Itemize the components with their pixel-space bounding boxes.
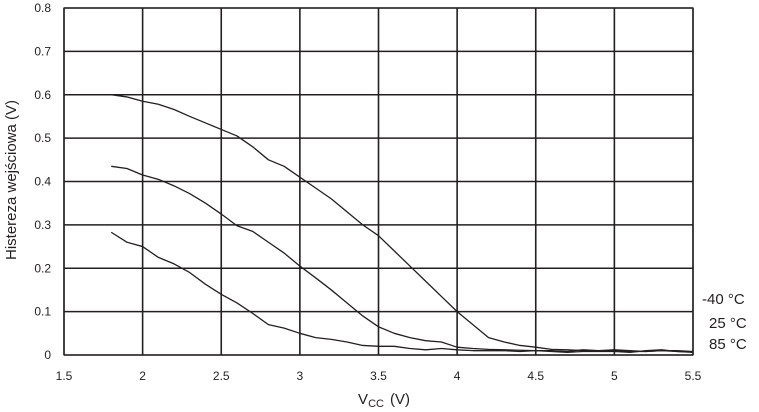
x-tick-label: 2: [139, 369, 146, 383]
series-label-minus40: -40 °C: [702, 291, 745, 308]
y-tick-label: 0.8: [34, 1, 51, 15]
y-tick-label: 0.5: [34, 131, 51, 145]
x-tick-labels: 1.5 2 2.5 3 3.5 4 4.5 5 5.5: [56, 369, 702, 383]
series-label-85: 85 °C: [709, 336, 747, 353]
y-tick-label: 0.1: [34, 305, 51, 319]
chart-grid: [63, 7, 694, 356]
x-axis-label-main: V: [358, 391, 368, 408]
y-tick-label: 0.3: [34, 218, 51, 232]
plot-frame: [63, 7, 694, 356]
y-tick-label: 0: [44, 348, 51, 362]
y-tick-label: 0.6: [34, 88, 51, 102]
x-tick-label: 3: [297, 369, 304, 383]
x-tick-label: 4.5: [527, 369, 544, 383]
x-axis-label: VCC (V): [358, 391, 410, 410]
x-tick-label: 2.5: [213, 369, 230, 383]
x-tick-label: 4: [454, 369, 461, 383]
chart-series-group: [110, 94, 694, 354]
x-axis-label-subscript: CC: [368, 398, 384, 410]
x-tick-label: 5.5: [685, 369, 702, 383]
series-line-85: [110, 231, 694, 354]
x-axis-label-unit: (V): [390, 391, 410, 408]
y-tick-label: 0.7: [34, 44, 51, 58]
series-line-minus40: [111, 94, 694, 353]
x-tick-label: 5: [611, 369, 618, 383]
series-label-25: 25 °C: [709, 315, 747, 332]
series-line-25: [111, 165, 694, 353]
series-labels: -40 °C 25 °C 85 °C: [702, 291, 747, 353]
y-tick-labels: 0 0.1 0.2 0.3 0.4 0.5 0.6 0.7 0.8: [34, 1, 51, 362]
x-tick-label: 1.5: [56, 369, 73, 383]
x-tick-label: 3.5: [370, 369, 387, 383]
y-axis-label: Histereza wejściowa (V): [3, 100, 20, 260]
y-tick-label: 0.4: [34, 175, 51, 189]
y-tick-label: 0.2: [34, 261, 51, 275]
